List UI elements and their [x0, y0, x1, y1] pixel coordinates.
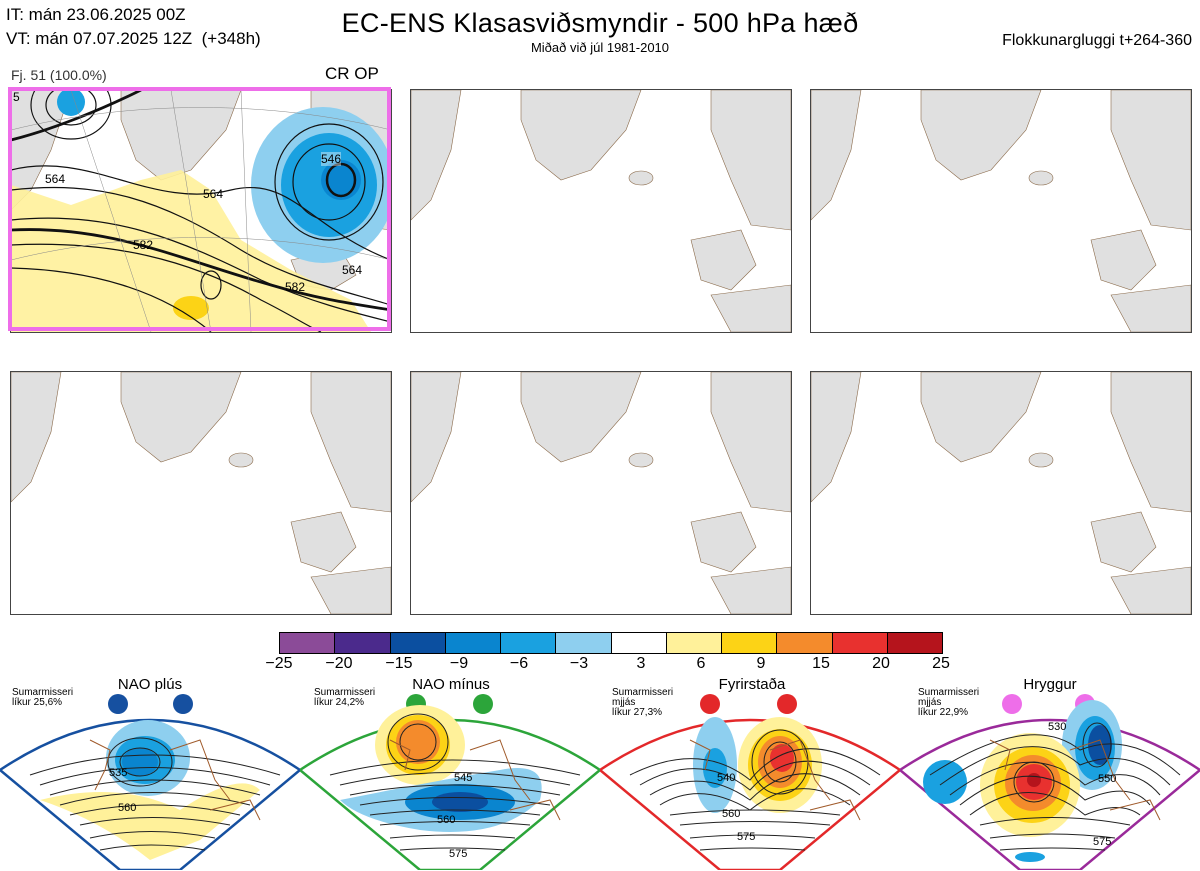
cluster-map-1[interactable]: 546 564 564 582 564 582 5 — [10, 89, 392, 333]
page-title: EC-ENS Klasasviðsmyndir - 500 hPa hæð — [341, 8, 859, 38]
regime-marker-dot — [777, 694, 797, 714]
cluster-map-4[interactable] — [10, 371, 392, 615]
colorbar-tick: 20 — [872, 655, 890, 672]
regime-marker-dot — [1002, 694, 1022, 714]
member-count: Fj. 51 (100.0%) — [11, 67, 107, 83]
cluster-map-5[interactable] — [410, 371, 792, 615]
colorbar-bin — [501, 633, 557, 653]
regime-note: Sumarmisseri mjjás líkur 27,3% — [612, 687, 674, 718]
regime-marker-dot — [473, 694, 493, 714]
regime-contour-label: 545 — [454, 772, 473, 784]
contour-label: 582 — [285, 280, 306, 294]
colorbar-bin — [445, 633, 501, 653]
classification-window: Flokkunargluggi t+264-360 — [1002, 32, 1192, 49]
regime-note: Sumarmisseri líkur 25,6% — [12, 687, 74, 708]
colorbar-bin — [335, 633, 391, 653]
colorbar-tick: 15 — [812, 655, 830, 672]
colorbar-tick: −15 — [385, 655, 413, 672]
cluster-map-2-plot — [411, 90, 791, 332]
cluster-map-6[interactable] — [810, 371, 1192, 615]
cluster-tag: CR OP — [325, 64, 379, 83]
regime-marker-dot — [173, 694, 193, 714]
regime-marker-dot — [108, 694, 128, 714]
colorbar-tick: 6 — [696, 655, 706, 672]
regime-contour-label: 535 — [109, 767, 128, 779]
regime-map-nao-minus[interactable] — [300, 690, 600, 870]
cluster-map-1-plot — [11, 90, 391, 332]
colorbar-bin — [777, 633, 833, 653]
cluster-map-3[interactable] — [810, 89, 1192, 333]
regime-note: Sumarmisseri mjjás líkur 22,9% — [918, 687, 980, 718]
regime-map-blocking[interactable] — [600, 690, 900, 870]
cluster-map-2[interactable] — [410, 89, 792, 333]
regime-contour-label: 540 — [717, 772, 736, 784]
colorbar — [279, 632, 943, 654]
colorbar-bin — [556, 633, 612, 653]
colorbar-tick: −25 — [265, 655, 293, 672]
regime-title: Fyrirstaða — [718, 676, 786, 693]
regime-contour-label: 560 — [722, 808, 741, 820]
colorbar-tick: −3 — [569, 655, 589, 672]
colorbar-tick: 3 — [636, 655, 646, 672]
colorbar-tick: −20 — [325, 655, 353, 672]
colorbar-bin — [666, 633, 722, 653]
regime-title: NAO plús — [117, 676, 183, 693]
init-time: IT: mán 23.06.2025 00Z — [6, 5, 186, 24]
cluster-map-5-plot — [411, 372, 791, 614]
colorbar-tick: 9 — [756, 655, 766, 672]
colorbar-bin — [832, 633, 887, 653]
regime-title: NAO mínus — [412, 676, 490, 693]
contour-label: 546 — [321, 152, 342, 166]
colorbar-tick: 25 — [932, 655, 950, 672]
contour-label: 564 — [342, 263, 363, 277]
cluster-map-3-plot — [811, 90, 1191, 332]
colorbar-bin — [722, 633, 778, 653]
cluster-map-4-plot — [11, 372, 391, 614]
regime-contour-label: 575 — [737, 831, 756, 843]
regime-title: Hryggur — [1023, 676, 1077, 693]
contour-label: 564 — [203, 187, 224, 201]
valid-time: VT: mán 07.07.2025 12Z (+348h) — [6, 29, 261, 48]
contour-label: 564 — [45, 172, 66, 186]
regime-contour-label: 560 — [437, 814, 456, 826]
regime-contour-label: 560 — [118, 802, 137, 814]
regime-contour-label: 530 — [1048, 721, 1067, 733]
regime-note: Sumarmisseri líkur 24,2% — [314, 687, 376, 708]
regime-map-ridge[interactable] — [900, 690, 1200, 870]
cluster-map-6-plot — [811, 372, 1191, 614]
regime-contour-label: 575 — [449, 848, 468, 860]
regime-contour-label: 550 — [1098, 773, 1117, 785]
contour-label: 582 — [133, 238, 154, 252]
colorbar-tick: −9 — [449, 655, 469, 672]
colorbar-tick: −6 — [509, 655, 529, 672]
regime-contour-label: 575 — [1093, 836, 1112, 848]
colorbar-bin — [390, 633, 446, 653]
regime-marker-dot — [700, 694, 720, 714]
regime-map-nao-plus[interactable] — [0, 690, 300, 870]
contour-label: 5 — [13, 90, 20, 104]
page-subtitle: Miðað við júl 1981-2010 — [530, 40, 670, 55]
colorbar-bin — [611, 633, 667, 653]
colorbar-bin — [280, 633, 336, 653]
colorbar-bin — [886, 633, 942, 653]
